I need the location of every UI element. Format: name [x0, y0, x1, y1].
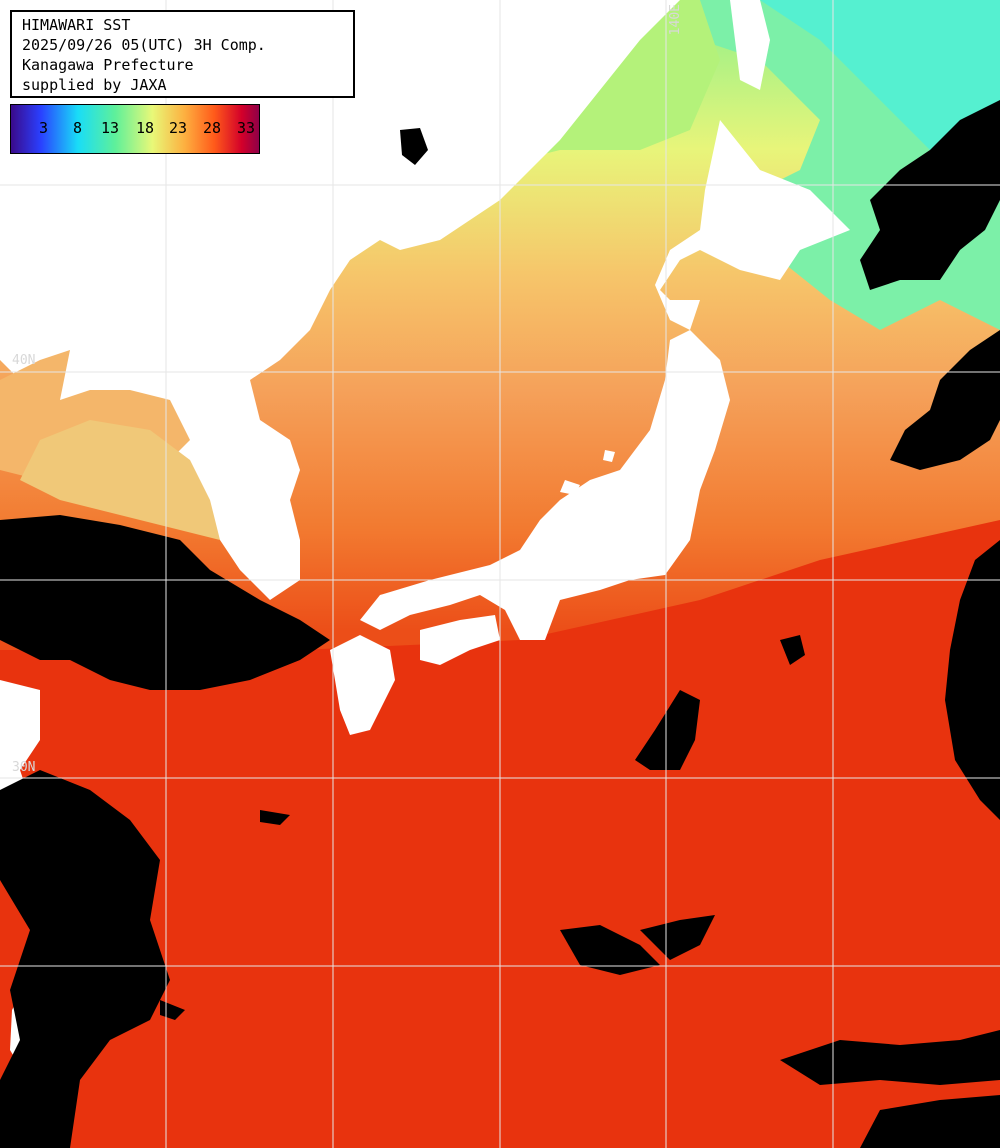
land-small-islands	[560, 450, 615, 495]
colorbar-tick: 33	[237, 119, 256, 137]
cloud-east-china-sea	[0, 515, 330, 690]
cloud-cluster-2	[640, 915, 715, 960]
cloud-east-edge	[945, 540, 1000, 820]
colorbar-tick: 23	[169, 119, 188, 137]
map-info-box: HIMAWARI SST 2025/09/26 05(UTC) 3H Comp.…	[10, 10, 355, 98]
cloud-small-2	[260, 810, 290, 825]
cloud-south-east-band	[780, 1030, 1000, 1085]
colorbar-ticks: 3 8 13 18 23 28 33	[11, 119, 261, 139]
yellow-sea-north	[20, 420, 220, 540]
land-kyushu	[330, 635, 395, 735]
cloud-northeast-band	[860, 100, 1000, 290]
colorbar-gradient	[11, 105, 259, 153]
land-sakhalin	[730, 0, 770, 90]
info-region: Kanagawa Prefecture	[22, 56, 194, 74]
cloud-small-3	[400, 128, 428, 165]
cloud-east-mid	[890, 330, 1000, 470]
colorbar-tick: 18	[136, 119, 155, 137]
lat-label-40n: 40N	[12, 353, 36, 368]
lat-label-30n: 30N	[12, 760, 36, 775]
info-credit: supplied by JAXA	[22, 76, 167, 94]
info-title: HIMAWARI SST	[22, 16, 131, 34]
cloud-southwest	[0, 770, 170, 1148]
land-shikoku	[420, 615, 500, 665]
cloud-cluster-1	[560, 925, 660, 975]
cloud-izu	[635, 690, 700, 770]
colorbar-tick: 13	[101, 119, 120, 137]
colorbar-tick: 8	[73, 119, 83, 137]
colorbar-tick: 28	[203, 119, 222, 137]
cloud-south-corner	[860, 1095, 1000, 1148]
info-timestamp: 2025/09/26 05(UTC) 3H Comp.	[22, 36, 266, 54]
land-honshu	[360, 330, 730, 640]
cloud-small-1	[780, 635, 805, 665]
lon-label-140e: 140E	[668, 4, 683, 36]
colorbar-tick: 3	[39, 119, 49, 137]
land-hokkaido	[655, 120, 850, 330]
temperature-colorbar: 3 8 13 18 23 28 33	[10, 104, 260, 154]
